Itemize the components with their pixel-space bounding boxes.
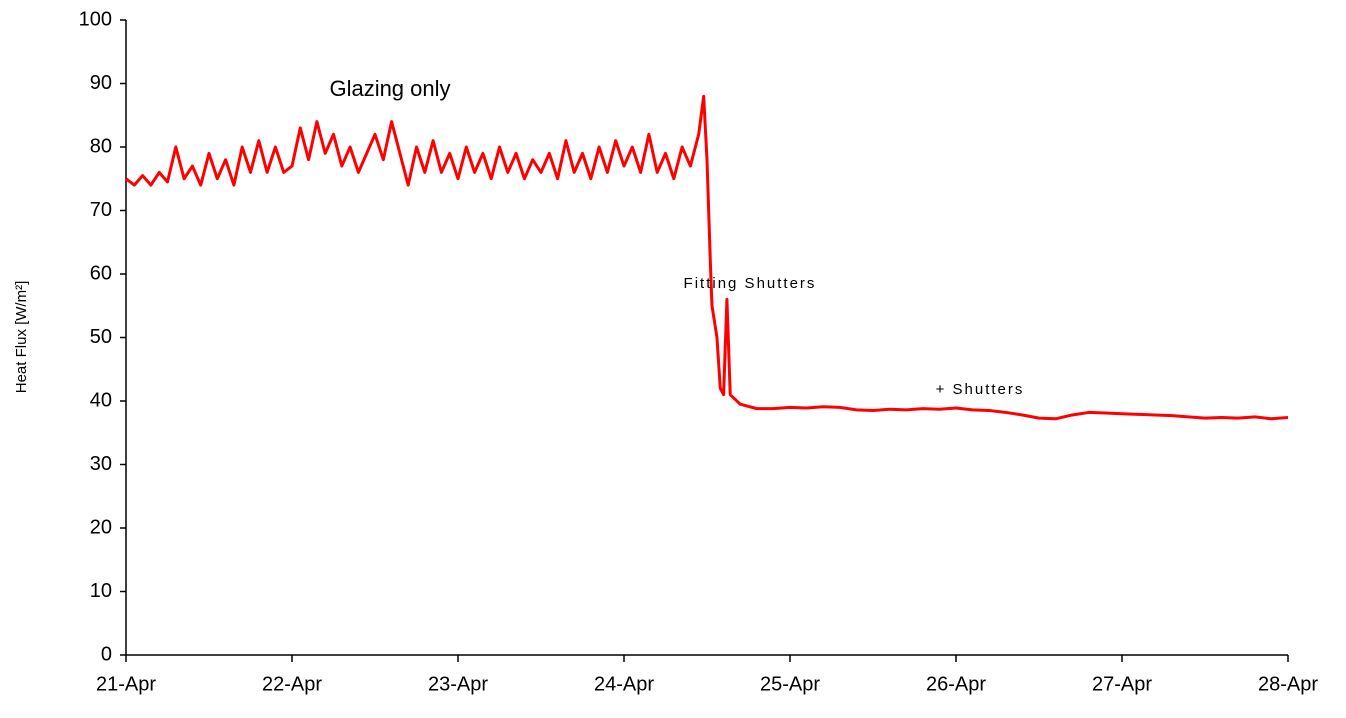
y-tick-label: 10	[90, 580, 112, 602]
y-tick-label: 60	[90, 262, 112, 284]
x-tick-label: 27-Apr	[1092, 673, 1152, 695]
x-tick-label: 21-Apr	[96, 673, 156, 695]
annotation: Glazing only	[329, 76, 450, 101]
x-tick-label: 24-Apr	[594, 673, 654, 695]
x-tick-label: 25-Apr	[760, 673, 820, 695]
annotation: + Shutters	[936, 381, 1025, 398]
data-line	[125, 94, 1289, 421]
y-tick-label: 0	[101, 643, 112, 665]
y-tick-label: 30	[90, 453, 112, 475]
y-tick-label: 70	[90, 199, 112, 221]
y-tick-label: 40	[90, 389, 112, 411]
x-tick-label: 26-Apr	[926, 673, 986, 695]
y-tick-label: 50	[90, 326, 112, 348]
x-tick-label: 23-Apr	[428, 673, 488, 695]
y-tick-label: 20	[90, 516, 112, 538]
y-axis-title: Heat Flux [W/m²]	[13, 281, 30, 394]
annotation: Fitting Shutters	[684, 275, 817, 292]
x-tick-label: 28-Apr	[1258, 673, 1318, 695]
y-tick-label: 80	[90, 135, 112, 157]
y-tick-label: 100	[79, 8, 112, 30]
x-tick-label: 22-Apr	[262, 673, 322, 695]
y-tick-label: 90	[90, 72, 112, 94]
